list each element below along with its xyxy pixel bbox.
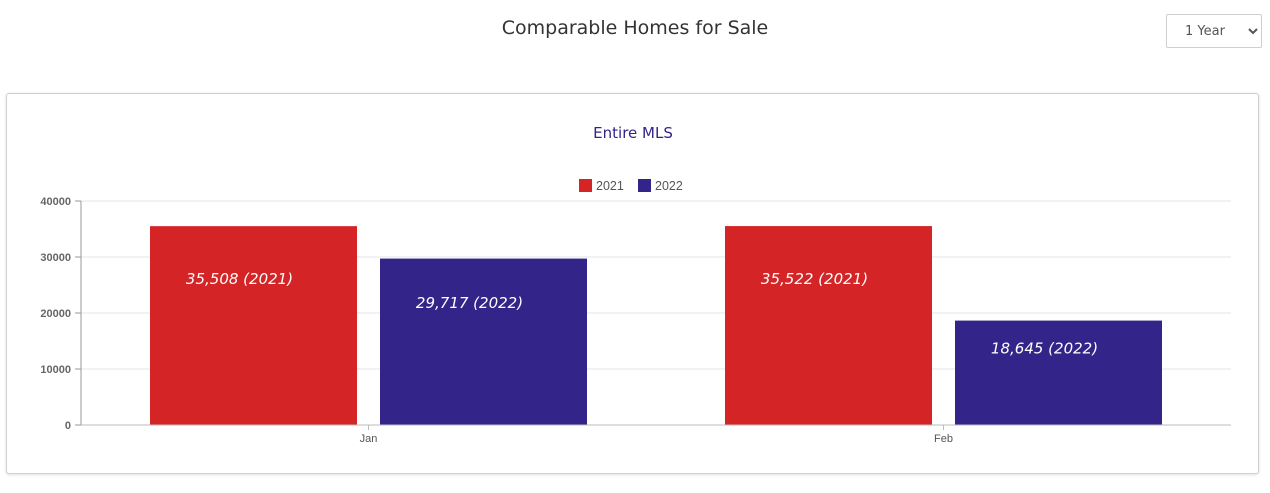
x-tick-label: Jan (360, 433, 378, 445)
bar-value-label: 35,508 (2021) (186, 270, 293, 288)
bar-value-label: 18,645 (2022) (991, 340, 1098, 358)
x-tick-label: Feb (934, 433, 953, 445)
period-select[interactable]: 1 Year (1166, 14, 1262, 48)
y-tick-label: 40000 (40, 196, 71, 208)
bar-feb-2022[interactable] (955, 320, 1162, 425)
bar-jan-2021[interactable] (150, 226, 357, 425)
bar-feb-2021[interactable] (725, 226, 932, 425)
bar-value-label: 29,717 (2022) (416, 294, 523, 312)
legend-label-2022[interactable]: 2022 (655, 179, 683, 193)
y-tick-label: 20000 (40, 308, 71, 320)
y-tick-label: 10000 (40, 364, 71, 376)
bar-jan-2022[interactable] (380, 258, 587, 425)
bar-value-label: 35,522 (2021) (761, 270, 868, 288)
page-title: Comparable Homes for Sale (501, 17, 769, 39)
legend-swatch-2021[interactable] (579, 179, 592, 192)
chart-legend: 2021 2022 (579, 179, 683, 193)
y-tick-label: 30000 (40, 252, 71, 264)
legend-swatch-2022[interactable] (638, 179, 651, 192)
chart-bars: 35,508 (2021) 29,717 (2022) 35,522 (2021) 1… (150, 226, 1162, 425)
y-axis: 0 10000 20000 30000 40000 (40, 196, 82, 432)
x-axis: Jan Feb (81, 424, 1231, 445)
chart-title: Entire MLS (593, 124, 673, 142)
legend-label-2021[interactable]: 2021 (596, 179, 624, 193)
chart-card: Entire MLS 2021 2022 0 10000 20000 30000 4000… (6, 93, 1259, 474)
bar-chart: Entire MLS 2021 2022 0 10000 20000 30000 4000… (40, 124, 1231, 445)
y-tick-label: 0 (65, 420, 71, 432)
